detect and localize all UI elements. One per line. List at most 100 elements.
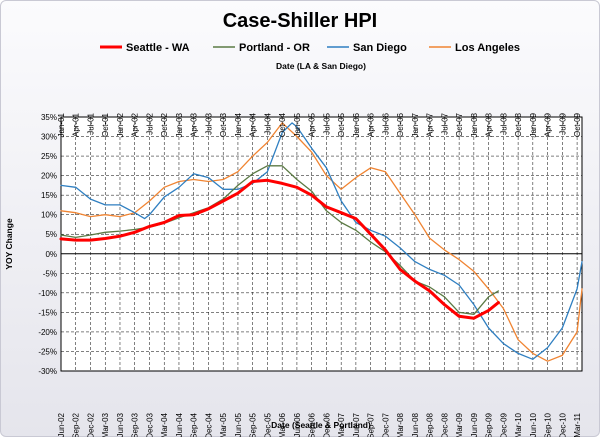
top-tick-label: Apr-02 — [131, 112, 140, 137]
bottom-tick-label: Mar-04 — [160, 412, 169, 437]
series-line-los-angeles — [60, 122, 583, 362]
bottom-tick-label: Jun-03 — [116, 412, 125, 437]
top-tick-label: Apr-08 — [485, 112, 494, 137]
y-tick-label: -15% — [38, 308, 57, 317]
y-tick-label: 0% — [45, 250, 57, 259]
grid — [60, 116, 582, 372]
y-tick-label: 15% — [41, 191, 57, 200]
top-tick-label: Oct-09 — [573, 112, 582, 137]
top-tick-label: Jan-02 — [116, 112, 125, 137]
top-tick-label: Apr-06 — [367, 112, 376, 137]
y-tick-label: -10% — [38, 289, 57, 298]
top-tick-label: Jul-04 — [263, 112, 272, 134]
series-line-san-diego — [60, 122, 583, 360]
top-tick-label: Jan-06 — [352, 112, 361, 137]
y-tick-label: 20% — [41, 172, 57, 181]
top-tick-label: Jul-06 — [381, 112, 390, 134]
bottom-tick-label: Mar-10 — [514, 412, 523, 437]
top-tick-label: Jan-05 — [293, 112, 302, 137]
y-tick-label: -5% — [43, 269, 57, 278]
bottom-tick-label: Mar-07 — [337, 412, 346, 437]
y-tick-label: 10% — [41, 211, 57, 220]
y-axis-label: YOY Change — [4, 218, 14, 270]
bottom-tick-label: Mar-03 — [101, 412, 110, 437]
y-tick-label: -20% — [38, 328, 57, 337]
top-axis-ticks: Jan-01 Apr-01 Jul-01 Oct-01 Jan-02 Apr-02 Jul-… — [57, 112, 582, 137]
top-tick-label: Jul-05 — [322, 112, 331, 134]
bottom-tick-label: Mar-05 — [219, 412, 228, 437]
bottom-tick-label: Jun-07 — [352, 412, 361, 437]
top-tick-label: Jul-09 — [558, 112, 567, 134]
legend-losangeles-label: Los Angeles — [455, 42, 520, 54]
top-axis-label: Date (LA & San Diego) — [276, 61, 366, 71]
bottom-tick-label: Dec-06 — [322, 412, 331, 437]
y-tick-label: -25% — [38, 347, 57, 356]
top-tick-label: Oct-08 — [514, 112, 523, 137]
legend-seattle-label: Seattle - WA — [126, 42, 190, 54]
top-tick-label: Jul-07 — [440, 112, 449, 134]
legend-sandiego-label: San Diego — [353, 42, 407, 54]
bottom-tick-label: Mar-08 — [396, 412, 405, 437]
bottom-tick-label: Jun-04 — [175, 412, 184, 437]
y-tick-label: 5% — [45, 230, 57, 239]
bottom-tick-label: Sep-06 — [308, 412, 317, 437]
top-tick-label: Apr-09 — [544, 112, 553, 137]
bottom-axis-label: Date (Seattle & Portland) — [271, 420, 371, 430]
top-tick-label: Jan-03 — [175, 112, 184, 137]
top-tick-label: Jan-09 — [529, 112, 538, 137]
bottom-axis-ticks: Jun-02 Sep-02 Dec-02 Mar-03 Jun-03 Sep-03 Dec-… — [57, 412, 582, 437]
bottom-tick-label: Sep-05 — [249, 412, 258, 437]
bottom-tick-label: Dec-09 — [499, 412, 508, 437]
top-tick-label: Oct-05 — [337, 112, 346, 137]
top-tick-label: Oct-06 — [396, 112, 405, 137]
top-tick-label: Apr-04 — [249, 112, 258, 137]
bottom-tick-label: Mar-11 — [573, 412, 582, 437]
y-tick-label: 35% — [41, 113, 57, 122]
bottom-tick-label: Jun-02 — [57, 412, 66, 437]
legend: Seattle - WA Portland - OR San Diego Los… — [100, 42, 520, 54]
top-tick-label: Oct-02 — [160, 112, 169, 137]
top-tick-label: Oct-04 — [278, 112, 287, 137]
bottom-tick-label: Sep-07 — [367, 412, 376, 437]
bottom-tick-label: Jun-10 — [529, 412, 538, 437]
bottom-tick-label: Sep-08 — [426, 412, 435, 437]
top-tick-label: Jan-04 — [234, 112, 243, 137]
bottom-tick-label: Mar-06 — [278, 412, 287, 437]
series-lines — [59, 122, 583, 362]
bottom-tick-label: Mar-09 — [455, 412, 464, 437]
chart-title: Case-Shiller HPI — [223, 10, 378, 32]
bottom-tick-label: Dec-05 — [263, 412, 272, 437]
bottom-tick-label: Dec-08 — [440, 412, 449, 437]
bottom-tick-label: Sep-03 — [131, 412, 140, 437]
top-tick-label: Jan-01 — [57, 112, 66, 137]
bottom-tick-label: Jun-08 — [411, 412, 420, 437]
top-tick-label: Apr-01 — [72, 112, 81, 137]
top-tick-label: Apr-07 — [426, 112, 435, 137]
y-axis-ticks: 35% 30% 25% 20% 15% 10% 5% 0% -5% -10% -15% -20% -25… — [38, 113, 57, 376]
bottom-tick-label: Jun-09 — [470, 412, 479, 437]
bottom-tick-label: Dec-02 — [86, 412, 95, 437]
bottom-tick-label: Jun-05 — [234, 412, 243, 437]
bottom-tick-label: Dec-07 — [381, 412, 390, 437]
y-tick-label: -30% — [38, 367, 57, 376]
top-tick-label: Jul-08 — [499, 112, 508, 134]
top-tick-label: Jul-02 — [145, 112, 154, 134]
top-tick-label: Jul-03 — [204, 112, 213, 134]
top-tick-label: Oct-01 — [101, 112, 110, 137]
bottom-tick-label: Dec-04 — [204, 412, 213, 437]
top-tick-label: Jan-07 — [411, 112, 420, 137]
bottom-tick-label: Dec-03 — [145, 412, 154, 437]
top-tick-label: Apr-03 — [190, 112, 199, 137]
series-line-portland-or — [60, 165, 500, 315]
bottom-tick-label: Sep-02 — [72, 412, 81, 437]
top-tick-label: Jan-08 — [470, 112, 479, 137]
top-tick-label: Jul-01 — [86, 112, 95, 134]
top-tick-label: Oct-03 — [219, 112, 228, 137]
y-tick-label: 30% — [41, 133, 57, 142]
legend-portland-label: Portland - OR — [239, 42, 310, 54]
plot-area — [60, 116, 583, 372]
bottom-tick-label: Dec-10 — [558, 412, 567, 437]
top-tick-label: Apr-05 — [308, 112, 317, 137]
bottom-tick-label: Sep-09 — [485, 412, 494, 437]
